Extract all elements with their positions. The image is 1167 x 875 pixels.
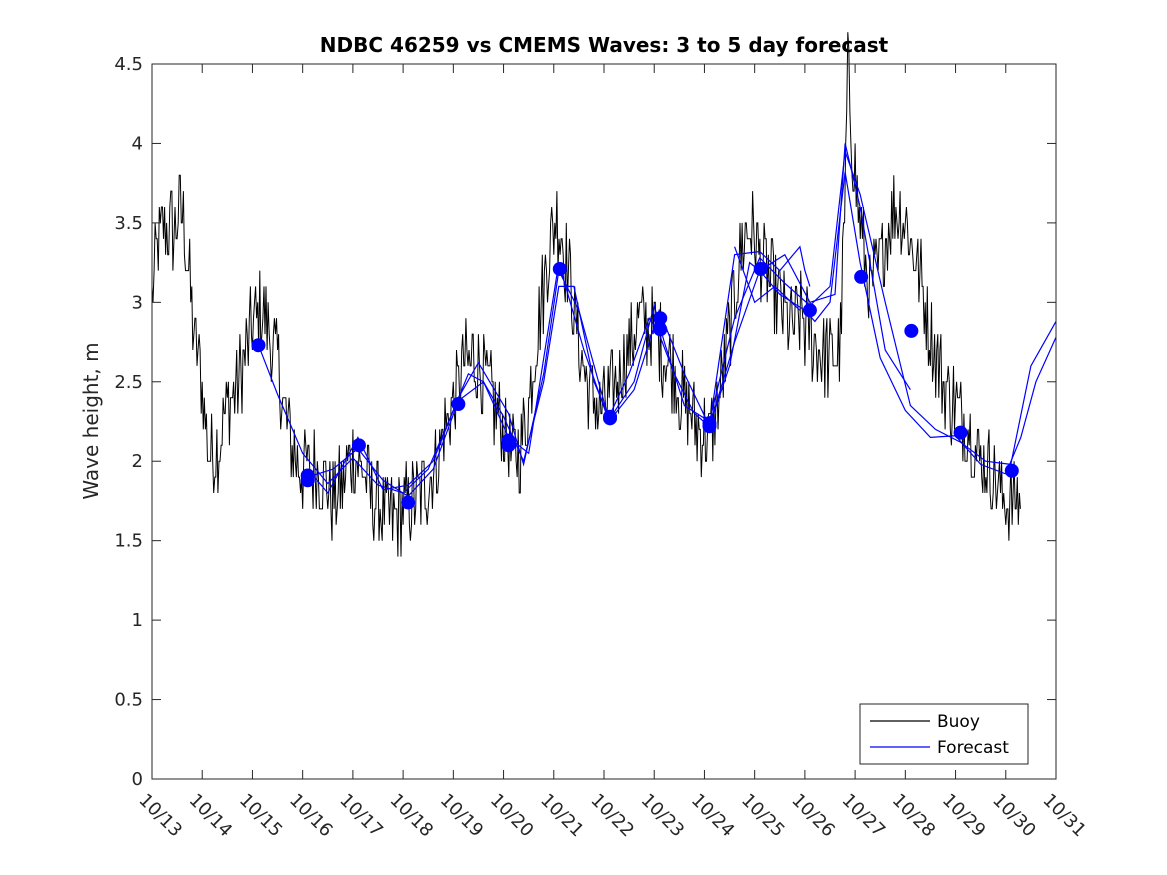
forecast-series-f2 [307, 151, 1057, 495]
forecast-marker [451, 397, 466, 412]
forecast-marker [552, 261, 567, 276]
forecast-marker [300, 473, 315, 488]
legend-label-buoy: Buoy [937, 712, 980, 732]
y-tick-label: 0 [132, 769, 143, 790]
forecast-marker [603, 411, 618, 426]
plot-area [151, 32, 1057, 779]
buoy-series-line [151, 32, 1021, 557]
chart-title: NDBC 46259 vs CMEMS Waves: 3 to 5 day fo… [320, 33, 889, 57]
y-tick-label: 2 [132, 451, 143, 472]
forecast-series-f1 [257, 171, 1057, 494]
legend: Buoy Forecast [859, 703, 1029, 765]
y-tick-label: 1 [132, 610, 143, 631]
y-tick-label: 4 [132, 133, 143, 154]
y-tick-label: 3.5 [114, 213, 143, 234]
y-tick-label: 1.5 [114, 531, 143, 552]
forecast-marker [753, 261, 768, 276]
forecast-marker [702, 419, 717, 434]
forecast-marker [904, 323, 919, 338]
forecast-series-f4 [708, 245, 811, 427]
forecast-marker [653, 322, 668, 337]
forecast-series-f3 [307, 143, 911, 497]
legend-label-forecast: Forecast [937, 738, 1009, 758]
y-axis-label: Wave height, m [79, 342, 103, 499]
legend-box [859, 703, 1029, 765]
forecast-series-f5 [734, 246, 801, 311]
forecast-marker [501, 438, 516, 453]
forecast-marker [854, 269, 869, 284]
y-tick-label: 2.5 [114, 372, 143, 393]
forecast-marker [802, 303, 817, 318]
forecast-marker [953, 425, 968, 440]
forecast-marker [351, 438, 366, 453]
forecast-marker [1004, 463, 1019, 478]
forecast-marker [401, 495, 416, 510]
y-tick-label: 0.5 [114, 690, 143, 711]
forecast-marker [251, 338, 266, 353]
y-tick-label: 4.5 [114, 54, 143, 75]
y-tick-label: 3 [132, 292, 143, 313]
